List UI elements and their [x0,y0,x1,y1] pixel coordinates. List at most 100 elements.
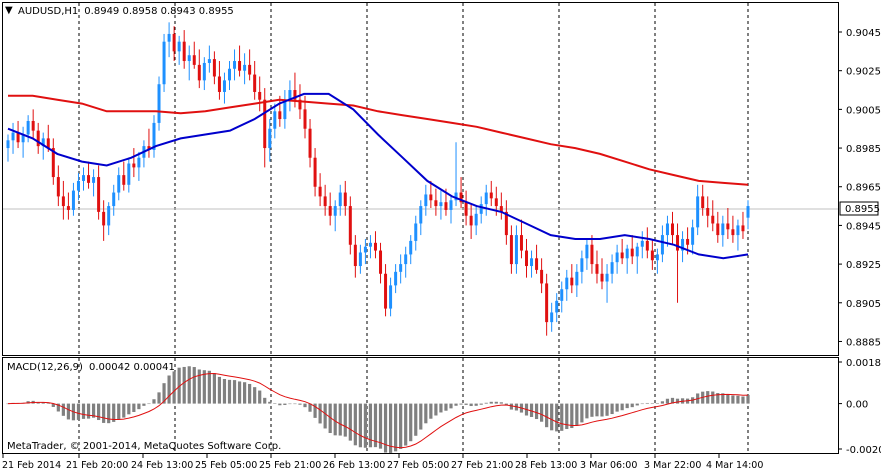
macd-bar [167,375,171,404]
candle-body [560,289,564,301]
main-chart-frame[interactable] [2,2,839,356]
candle [555,293,559,323]
macd-bar [570,403,574,429]
candle [454,142,458,207]
candle [439,190,443,220]
candle [127,157,131,193]
macd-bar [529,403,534,417]
candle [71,182,75,216]
candle-body [645,240,649,251]
macd-bar [258,390,262,404]
candle [575,264,579,297]
macd-tick-label: -0.00203 [846,445,881,456]
candle [676,223,680,303]
candle-body [686,238,690,245]
candle [419,200,423,236]
candle [278,95,282,127]
macd-bar [560,403,564,431]
candle [681,231,685,263]
candle-body [278,111,282,120]
candle-body [429,194,433,201]
macd-bar [353,403,357,446]
time-axis[interactable]: 21 Feb 2014 21 Feb 20:00 24 Feb 13:00 25 Fe… [2,453,763,471]
candle [318,173,322,207]
macd-bar [313,403,317,418]
macd-bar [595,403,599,417]
candle [82,167,86,191]
candle [489,180,493,207]
candle-body [243,64,247,71]
candle [570,264,574,294]
macd-bar [655,403,659,404]
macd-bar [419,403,423,430]
macd-bar [600,403,604,417]
macd-bar [404,403,408,446]
candle-body [696,196,700,228]
candle-body [540,269,544,284]
candle-body [489,192,493,199]
candle [590,235,594,274]
macd-bar [278,403,282,406]
candle-body [152,122,156,150]
moving-average-slow [8,94,749,186]
macd-bar [459,403,463,405]
candle-body [343,192,347,207]
candle [353,235,357,278]
macd-bar [343,403,347,437]
macd-bar [242,382,247,404]
macd-bar [580,403,584,423]
macd-bar [454,403,458,406]
price-tick-label: 0.8945 [846,221,881,232]
candle [504,200,508,245]
candle [273,103,277,139]
candle-body [283,99,287,120]
candle [404,246,408,278]
candle [122,161,126,191]
candle-body [681,238,685,251]
macd-bar [373,403,378,448]
time-tick-label: 3 Mar 22:00 [644,460,701,471]
macd-bar [509,403,514,410]
ohlc-values: 0.8949 0.8958 0.8943 0.8955 [84,6,234,17]
candle-body [650,250,654,261]
candle-body [575,271,579,286]
candle-body [268,128,272,149]
candle [711,200,715,232]
macd-bar [263,397,267,404]
macd-bar [333,403,337,436]
time-tick-label: 3 Mar 06:00 [580,460,637,471]
macd-bar [338,403,342,436]
macd-bar [308,403,312,412]
macd-tick-label: 0.00 [846,400,868,411]
candle-body [177,41,181,52]
candle [51,138,55,185]
candle-body [585,244,589,259]
candle-body [333,206,337,216]
macd-bar [81,403,86,419]
macd-bar [388,403,393,453]
candle-body [610,262,614,274]
candle-body [46,138,50,149]
symbol-header: AUDUSD,H1 0.8949 0.8958 0.8943 0.8955 [18,6,234,17]
candle-body [479,204,483,214]
candle-body [102,211,106,226]
macd-bar [232,380,237,404]
candle-body [107,206,111,226]
candle-body [514,235,518,265]
price-tick-label: 0.9045 [846,28,881,39]
macd-bar [620,403,624,411]
symbol-menu-icon[interactable]: ▼ [5,5,13,16]
candle [706,196,710,228]
candle-body [494,198,498,207]
macd-bar [132,403,136,412]
macd-bar [484,402,488,404]
candle [389,277,393,317]
candle-body [16,132,20,143]
macd-bar [172,371,176,404]
candle [102,200,106,241]
time-tick-label: 4 Mar 14:00 [706,460,763,471]
candle-body [51,148,55,178]
macd-axis[interactable]: 0.00186 0.00 -0.00203 [838,358,881,456]
price-axis[interactable]: 0.9045 0.9025 0.9005 0.8985 0.8965 0.8945 0.89… [838,28,881,348]
